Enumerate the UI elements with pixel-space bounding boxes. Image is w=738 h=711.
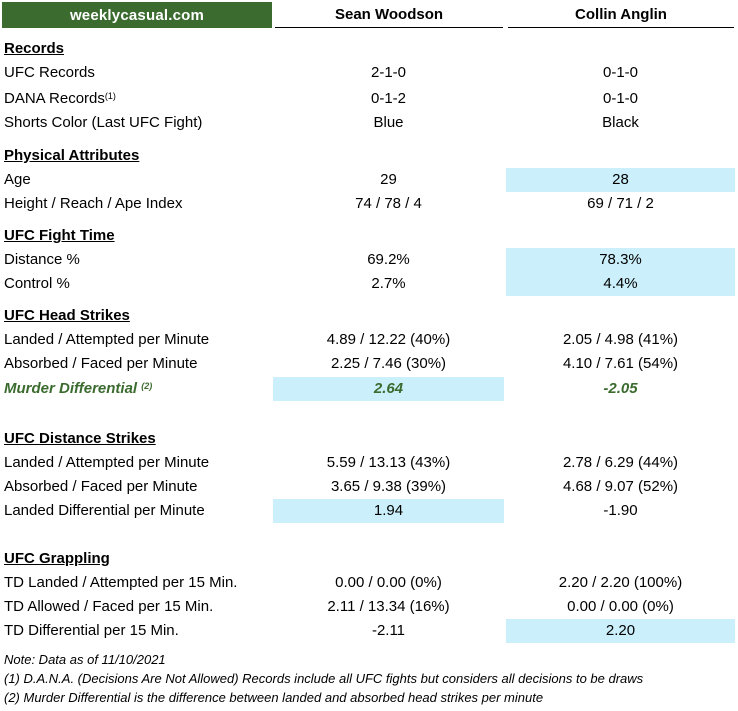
fighter-b-header: Collin Anglin bbox=[508, 2, 734, 28]
row-label: Control % bbox=[4, 275, 70, 292]
value-a: 2.25 / 7.46 (30%) bbox=[330, 355, 447, 372]
footnote-1: (1) D.A.N.A. (Decisions Are Not Allowed)… bbox=[4, 671, 644, 686]
row-height-reach: Height / Reach / Ape Index 74 / 78 / 4 6… bbox=[0, 192, 738, 216]
value-a: 0.00 / 0.00 (0%) bbox=[335, 574, 442, 591]
row-label: Absorbed / Faced per Minute bbox=[4, 478, 198, 495]
row-label: TD Differential per 15 Min. bbox=[4, 622, 179, 639]
row-age: Age 29 28 bbox=[0, 168, 738, 192]
value-a: 69.2% bbox=[367, 251, 410, 268]
value-a: 74 / 78 / 4 bbox=[355, 195, 422, 212]
row-label: Shorts Color (Last UFC Fight) bbox=[4, 114, 203, 131]
value-a: Blue bbox=[373, 114, 404, 131]
section-title: UFC Distance Strikes bbox=[4, 430, 156, 447]
footnote-2: (2) Murder Differential is the differenc… bbox=[4, 690, 544, 705]
value-a-highlighted: 2.64 bbox=[273, 377, 504, 401]
section-distance-strikes: UFC Distance Strikes bbox=[0, 427, 738, 451]
value-b: 2.20 / 2.20 (100%) bbox=[558, 574, 683, 591]
value-a: -2.11 bbox=[371, 622, 406, 639]
row-td-landed: TD Landed / Attempted per 15 Min. 0.00 /… bbox=[0, 571, 738, 595]
note-date: Note: Data as of 11/10/2021 bbox=[4, 652, 166, 667]
value-a-highlighted: 1.94 bbox=[273, 499, 504, 523]
section-title: UFC Grappling bbox=[4, 550, 110, 567]
section-title: Physical Attributes bbox=[4, 147, 140, 164]
value-b: 0.00 / 0.00 (0%) bbox=[567, 598, 674, 615]
value-a: 2-1-0 bbox=[370, 64, 407, 81]
value-b: -1.90 bbox=[603, 502, 638, 519]
row-ufc-records: UFC Records 2-1-0 0-1-0 bbox=[0, 61, 738, 85]
value-a: 3.65 / 9.38 (39%) bbox=[330, 478, 447, 495]
value-b-highlighted: 2.20 bbox=[506, 619, 735, 643]
row-shorts-color: Shorts Color (Last UFC Fight) Blue Black bbox=[0, 111, 738, 135]
row-dana-records: DANA Records(1) 0-1-2 0-1-0 bbox=[0, 87, 738, 111]
section-records: Records bbox=[0, 37, 738, 61]
value-b: 2.78 / 6.29 (44%) bbox=[562, 454, 679, 471]
value-b-highlighted: 4.4% bbox=[506, 272, 735, 296]
row-dist-absorbed: Absorbed / Faced per Minute 3.65 / 9.38 … bbox=[0, 475, 738, 499]
row-td-allowed: TD Allowed / Faced per 15 Min. 2.11 / 13… bbox=[0, 595, 738, 619]
section-fight-time: UFC Fight Time bbox=[0, 224, 738, 248]
value-a: 5.59 / 13.13 (43%) bbox=[326, 454, 451, 471]
row-label: Landed Differential per Minute bbox=[4, 502, 205, 519]
row-label: Landed / Attempted per Minute bbox=[4, 454, 210, 471]
value-b: 0-1-0 bbox=[602, 90, 639, 107]
value-b: 0-1-0 bbox=[602, 64, 639, 81]
value-b: 2.05 / 4.98 (41%) bbox=[562, 331, 679, 348]
site-brand: weeklycasual.com bbox=[2, 2, 272, 28]
row-label: Distance % bbox=[4, 251, 80, 268]
value-b: 4.68 / 9.07 (52%) bbox=[562, 478, 679, 495]
row-label: Absorbed / Faced per Minute bbox=[4, 355, 198, 372]
row-dist-landed: Landed / Attempted per Minute 5.59 / 13.… bbox=[0, 451, 738, 475]
value-b: Black bbox=[602, 114, 639, 131]
row-control-pct: Control % 2.7% 4.4% bbox=[0, 272, 738, 296]
section-grappling: UFC Grappling bbox=[0, 547, 738, 571]
row-distance-pct: Distance % 69.2% 78.3% bbox=[0, 248, 738, 272]
section-title: Records bbox=[4, 40, 65, 57]
row-label: Murder Differential (2) bbox=[4, 380, 153, 397]
footnote-marker: (2) bbox=[141, 381, 153, 391]
row-label: UFC Records bbox=[4, 64, 95, 81]
value-a: 4.89 / 12.22 (40%) bbox=[326, 331, 451, 348]
row-label: TD Allowed / Faced per 15 Min. bbox=[4, 598, 214, 615]
row-murder-differential: Murder Differential (2) 2.64 -2.05 bbox=[0, 377, 738, 401]
value-b-highlighted: 78.3% bbox=[506, 248, 735, 272]
row-label: DANA Records(1) bbox=[4, 90, 116, 107]
row-label: Height / Reach / Ape Index bbox=[4, 195, 183, 212]
value-a: 2.7% bbox=[371, 275, 406, 292]
value-b: 69 / 71 / 2 bbox=[587, 195, 654, 212]
value-a: 0-1-2 bbox=[370, 90, 407, 107]
row-label: TD Landed / Attempted per 15 Min. bbox=[4, 574, 238, 591]
value-a: 2.11 / 13.34 (16%) bbox=[327, 598, 450, 615]
value-b: 4.10 / 7.61 (54%) bbox=[562, 355, 679, 372]
section-head-strikes: UFC Head Strikes bbox=[0, 304, 738, 328]
value-b: -2.05 bbox=[603, 380, 638, 397]
fighter-a-header: Sean Woodson bbox=[275, 2, 503, 28]
section-title: UFC Head Strikes bbox=[4, 307, 130, 324]
row-label: Age bbox=[4, 171, 31, 188]
row-td-differential: TD Differential per 15 Min. -2.11 2.20 bbox=[0, 619, 738, 643]
row-dist-differential: Landed Differential per Minute 1.94 -1.9… bbox=[0, 499, 738, 523]
row-head-landed: Landed / Attempted per Minute 4.89 / 12.… bbox=[0, 328, 738, 352]
row-label: Landed / Attempted per Minute bbox=[4, 331, 210, 348]
section-title: UFC Fight Time bbox=[4, 227, 115, 244]
row-head-absorbed: Absorbed / Faced per Minute 2.25 / 7.46 … bbox=[0, 352, 738, 376]
footnote-marker: (1) bbox=[104, 91, 116, 101]
section-physical: Physical Attributes bbox=[0, 144, 738, 168]
value-b-highlighted: 28 bbox=[506, 168, 735, 192]
value-a: 29 bbox=[380, 171, 397, 188]
